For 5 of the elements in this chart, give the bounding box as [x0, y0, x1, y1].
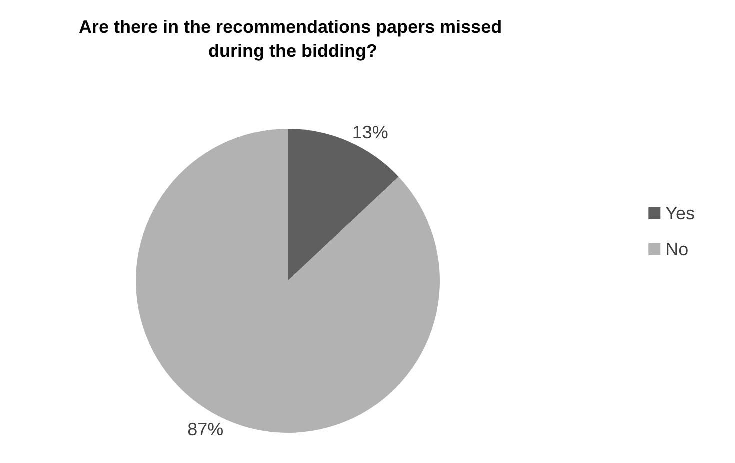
data-label: 13%	[352, 122, 388, 142]
data-label: 87%	[188, 420, 224, 440]
chart-title: Are there in the recommendations papers missed during the bidding?	[78, 17, 508, 61]
legend-label: Yes	[666, 204, 696, 224]
legend-label: No	[666, 240, 689, 260]
